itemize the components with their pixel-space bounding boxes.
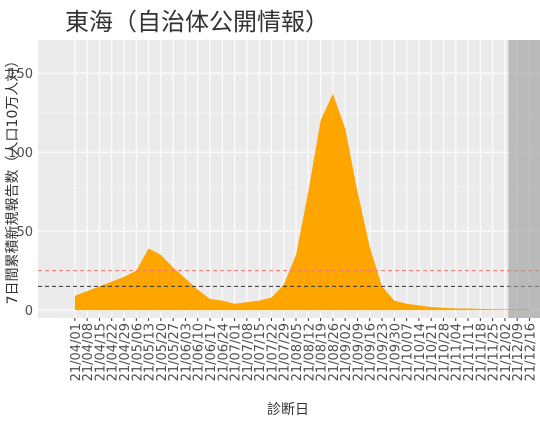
x-tick-label: 21/08/26 — [327, 323, 342, 381]
x-tick-label: 21/04/22 — [106, 323, 121, 381]
x-tick-label: 21/08/05 — [290, 323, 305, 381]
x-tick-label: 21/07/15 — [253, 323, 268, 381]
x-tick-label: 21/05/20 — [155, 323, 170, 381]
x-tick-label: 21/12/16 — [523, 323, 538, 381]
x-tick-label: 21/05/27 — [167, 323, 182, 381]
x-tick-label: 21/09/02 — [339, 323, 354, 381]
x-tick-label: 21/09/23 — [376, 323, 391, 381]
area — [74, 93, 530, 311]
x-tick-label: 21/07/29 — [278, 323, 293, 381]
x-tick-label: 21/04/08 — [81, 323, 96, 381]
x-tick-label: 21/08/12 — [302, 323, 317, 381]
x-tick-label: 21/10/07 — [401, 323, 416, 381]
plot-background — [38, 40, 540, 318]
x-tick-label: 21/09/16 — [364, 323, 379, 381]
x-tick-label: 21/07/22 — [265, 323, 280, 381]
x-tick-label: 21/11/25 — [487, 323, 502, 381]
y-tick-label: 0 — [25, 304, 33, 319]
x-tick-label: 21/07/01 — [229, 323, 244, 381]
x-tick-label: 21/11/04 — [450, 323, 465, 381]
x-tick-label: 21/05/13 — [143, 323, 158, 381]
x-tick-label: 21/09/30 — [388, 323, 403, 381]
x-tick-label: 21/09/09 — [351, 323, 366, 381]
chart-title: 東海（自治体公開情報） — [65, 8, 329, 36]
y-tick-label: 50 — [16, 225, 33, 240]
x-tick-label: 21/11/11 — [462, 323, 477, 381]
x-tick-label: 21/12/09 — [511, 323, 526, 381]
y-tick-label: 150 — [8, 67, 33, 82]
y-tick-label: 100 — [8, 146, 33, 161]
x-tick-label: 21/05/06 — [130, 323, 145, 381]
x-tick-label: 21/04/29 — [118, 323, 133, 381]
shaded-region — [508, 40, 540, 318]
x-tick-label: 21/04/15 — [93, 323, 108, 381]
y-axis-label: 7日間累積新規報告数（人口10万人対） — [5, 54, 21, 305]
x-tick-label: 21/06/24 — [216, 323, 231, 381]
x-tick-label: 21/06/17 — [204, 323, 219, 381]
x-axis-label: 診断日 — [267, 402, 309, 418]
x-tick-label: 21/10/28 — [437, 323, 452, 381]
x-tick-label: 21/12/02 — [499, 323, 514, 381]
x-tick-label: 21/06/03 — [179, 323, 194, 381]
x-tick-label: 21/07/08 — [241, 323, 256, 381]
x-tick-label: 21/10/14 — [413, 323, 428, 381]
x-tick-label: 21/04/01 — [69, 323, 84, 381]
x-tick-label: 21/10/21 — [425, 323, 440, 381]
x-tick-label: 21/11/18 — [474, 323, 489, 381]
x-tick-label: 21/06/10 — [192, 323, 207, 381]
x-tick-label: 21/08/19 — [315, 323, 330, 381]
